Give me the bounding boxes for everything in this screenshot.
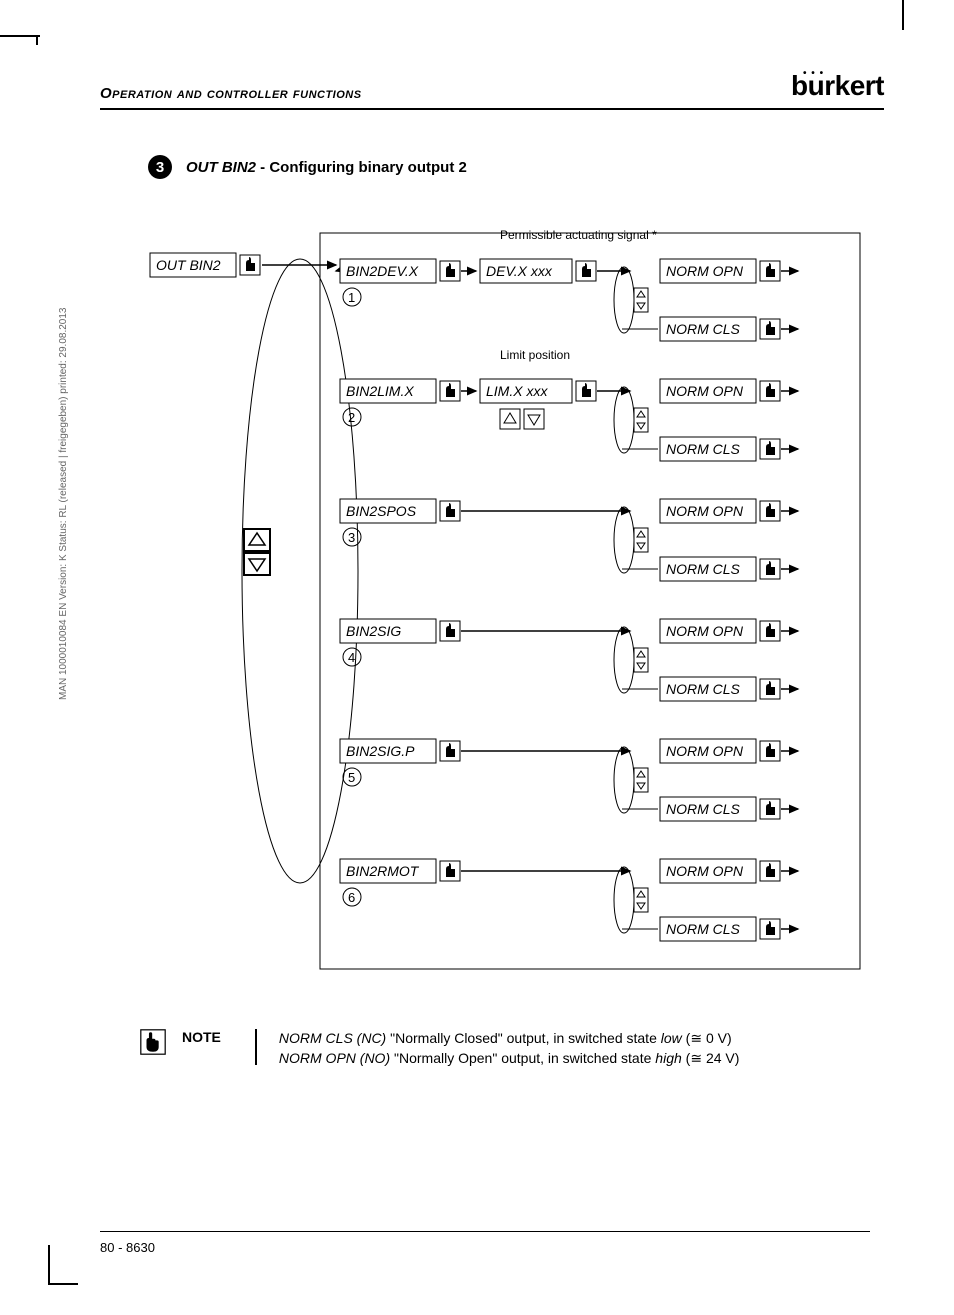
page-header: Operation and controller functions • • •… [100, 70, 884, 110]
svg-text:NORM OPN: NORM OPN [666, 263, 744, 279]
svg-text:DEV.X xxx: DEV.X xxx [486, 263, 553, 279]
svg-text:LIM.X xxx: LIM.X xxx [486, 383, 548, 399]
svg-text:NORM CLS: NORM CLS [666, 441, 741, 457]
step-number-badge: 3 [148, 155, 172, 179]
hand-pointer-icon [140, 1029, 166, 1055]
note-e1: (≅ 0 V) [682, 1030, 732, 1046]
svg-text:NORM OPN: NORM OPN [666, 503, 744, 519]
subtitle-rest: - Configuring binary output 2 [256, 159, 467, 176]
note-divider [255, 1029, 257, 1065]
svg-text:NORM CLS: NORM CLS [666, 321, 741, 337]
section-title: Operation and controller functions [100, 85, 362, 102]
svg-text:NORM CLS: NORM CLS [666, 561, 741, 577]
svg-text:OUT BIN2: OUT BIN2 [156, 257, 221, 273]
svg-text:NORM CLS: NORM CLS [666, 801, 741, 817]
svg-text:1: 1 [348, 290, 355, 305]
note-body: NORM CLS (NC) "Normally Closed" output, … [279, 1029, 740, 1068]
svg-text:BIN2SIG: BIN2SIG [346, 623, 401, 639]
note-t1: "Normally Closed" output, in switched st… [386, 1030, 661, 1046]
svg-text:NORM OPN: NORM OPN [666, 383, 744, 399]
note-t2: "Normally Open" output, in switched stat… [390, 1050, 655, 1066]
note-nopn: NORM OPN (NO) [279, 1050, 390, 1066]
note-low: low [661, 1030, 682, 1046]
svg-text:BIN2SPOS: BIN2SPOS [346, 503, 417, 519]
menu-diagram: OUT BIN2 Permissible actuating signal * Li… [140, 219, 884, 979]
svg-text:2: 2 [348, 410, 355, 425]
svg-text:NORM CLS: NORM CLS [666, 921, 741, 937]
brand-logo: • • • burkert [791, 70, 884, 102]
note-e2: (≅ 24 V) [682, 1050, 740, 1066]
note-section: NOTE NORM CLS (NC) "Normally Closed" out… [140, 1029, 884, 1068]
logo-dots: • • • [803, 68, 824, 79]
svg-text:NORM OPN: NORM OPN [666, 743, 744, 759]
svg-text:3: 3 [348, 530, 355, 545]
svg-text:4: 4 [348, 650, 355, 665]
svg-text:BIN2LIM.X: BIN2LIM.X [346, 383, 414, 399]
svg-text:BIN2DEV.X: BIN2DEV.X [346, 263, 419, 279]
svg-text:NORM OPN: NORM OPN [666, 623, 744, 639]
page-footer: 80 - 8630 [100, 1231, 870, 1255]
svg-text:6: 6 [348, 890, 355, 905]
svg-text:BIN2RMOT: BIN2RMOT [346, 863, 420, 879]
subtitle-text: OUT BIN2 - Configuring binary output 2 [186, 159, 467, 176]
note-high: high [655, 1050, 681, 1066]
note-label: NOTE [182, 1029, 221, 1045]
svg-text:BIN2SIG.P: BIN2SIG.P [346, 743, 415, 759]
svg-text:Limit position: Limit position [500, 348, 570, 362]
svg-text:5: 5 [348, 770, 355, 785]
diagram-svg: OUT BIN2 Permissible actuating signal * Li… [140, 219, 880, 979]
subtitle-prefix: OUT BIN2 [186, 159, 256, 176]
note-ncls: NORM CLS (NC) [279, 1030, 386, 1046]
subtitle-row: 3 OUT BIN2 - Configuring binary output 2 [148, 155, 884, 179]
side-doc-id: MAN 1000010084 EN Version: K Status: RL … [58, 308, 69, 700]
svg-text:Permissible actuating signal *: Permissible actuating signal * [500, 228, 657, 242]
svg-text:NORM OPN: NORM OPN [666, 863, 744, 879]
svg-text:NORM CLS: NORM CLS [666, 681, 741, 697]
